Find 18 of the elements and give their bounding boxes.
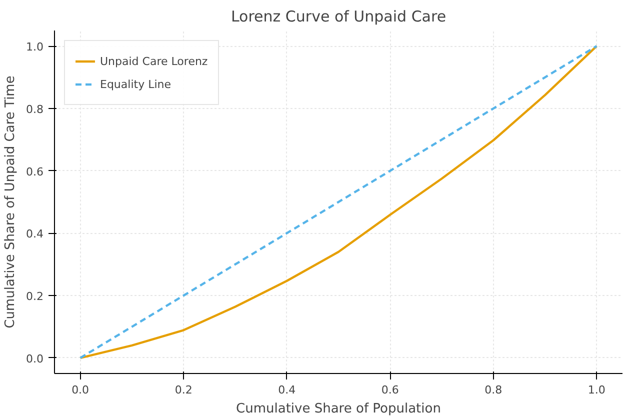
x-axis-title: Cumulative Share of Population [236,402,441,416]
x-tick-label: 0.0 [72,384,90,396]
x-tick-label: 0.6 [381,384,399,396]
x-tick-label: 1.0 [588,384,606,396]
y-tick-label: 0.6 [26,165,44,178]
x-tick-label: 0.8 [484,384,502,396]
x-tick-label: 0.4 [278,384,296,396]
y-axis-title: Cumulative Share of Unpaid Care Time [3,76,18,328]
line-series [79,44,598,360]
y-tick-label: 1.0 [26,40,44,54]
y-tick-label: 0.4 [26,228,44,241]
y-tick-label: 0.2 [26,290,44,304]
x-tick-label: 0.2 [174,384,192,396]
y-tick-label: 0.8 [26,102,44,116]
legend-label: Equality Line [100,78,172,90]
chart-title: Lorenz Curve of Unpaid Care [230,8,446,26]
legend-label: Unpaid Care Lorenz [100,54,208,68]
y-tick-label: 0.0 [26,352,44,366]
